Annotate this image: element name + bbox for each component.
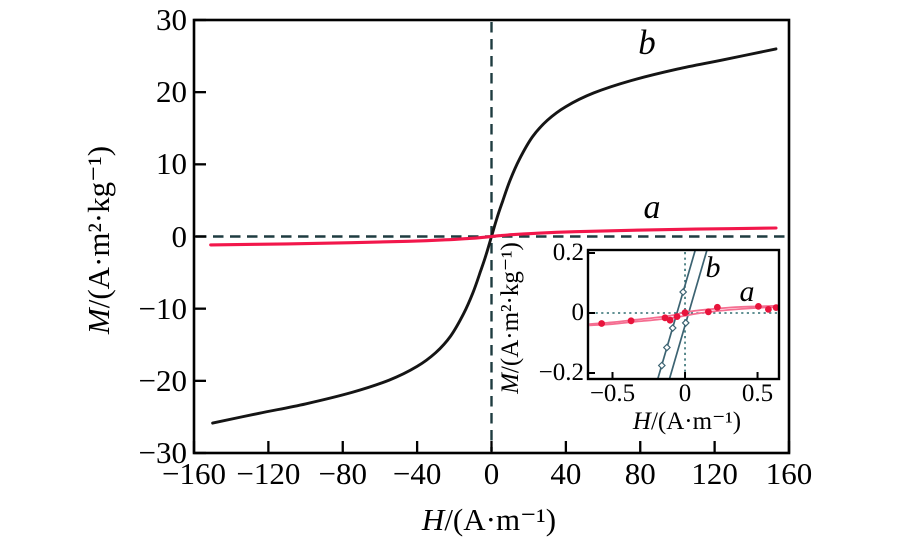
inset-x-axis-variable: H: [632, 408, 651, 435]
inset-a-dot-marker: [673, 313, 681, 320]
main-x-tick-label: 40: [550, 456, 582, 491]
main-curve-label-b: b: [638, 23, 656, 62]
inset-b-diamond-marker: [679, 287, 688, 297]
main-y-tick-label: −20: [138, 362, 187, 398]
inset-a-dot-marker: [681, 309, 689, 317]
inset-curve-label-a: a: [739, 275, 755, 308]
main-x-tick-label: −160: [162, 456, 226, 491]
inset-a-dot-marker: [627, 317, 635, 325]
inset-a-dot-marker: [765, 306, 772, 313]
inset-x-tick-label: 0: [678, 380, 692, 407]
main-x-axis-units: /(A·m⁻¹): [444, 502, 557, 537]
inset-b-diamond-marker: [668, 323, 677, 333]
inset-b-diamond-marker: [657, 361, 666, 370]
main-y-tick-label: 30: [156, 2, 187, 37]
inset-a-dot-marker: [704, 308, 712, 316]
inset-x-tick-label: −0.5: [589, 380, 636, 407]
main-x-tick-label: 160: [765, 456, 813, 491]
inset-b-diamond-marker: [681, 318, 690, 327]
inset-a-dot-marker: [772, 304, 778, 311]
main-x-axis-title: H/(A·m⁻¹): [339, 503, 639, 537]
inset-a-dot-marker: [598, 320, 606, 327]
inset-x-axis-title: H/(A·m⁻¹): [577, 408, 797, 436]
inset-a-dot-marker: [755, 303, 762, 310]
main-y-tick-label: 20: [156, 74, 187, 110]
main-x-tick-label: −120: [236, 456, 301, 491]
main-y-tick-label: 10: [156, 146, 187, 182]
main-x-tick-label: 80: [624, 456, 656, 491]
inset-a-dot-marker: [661, 314, 669, 322]
main-curve-label-a: a: [643, 189, 661, 226]
main-x-tick-label: −80: [318, 456, 367, 491]
main-y-tick-label: −30: [138, 435, 187, 470]
inset-b-diamond-marker: [662, 343, 671, 352]
main-x-tick-label: 0: [483, 456, 500, 491]
inset-y-tick-label: 0.2: [552, 239, 584, 266]
inset-curve-label-b: b: [705, 251, 721, 284]
inset-plot-border: [586, 248, 781, 381]
inset-y-tick-label: −0.2: [538, 359, 584, 386]
main-y-tick-label: 0: [171, 218, 188, 254]
main-y-tick-label: −10: [138, 290, 187, 326]
curve-a-main: [209, 226, 778, 247]
main-x-axis-variable: H: [421, 502, 445, 537]
main-x-tick-label: 120: [691, 456, 738, 491]
main-x-tick-label: −40: [392, 456, 442, 491]
inset-x-tick-label: 0.5: [741, 380, 774, 407]
inset-a-dot-marker: [666, 316, 674, 324]
inset-y-tick-label: 0: [571, 299, 585, 326]
inset-x-axis-units: /(A·m⁻¹): [650, 408, 742, 435]
inset-a-dot-marker: [713, 303, 721, 311]
